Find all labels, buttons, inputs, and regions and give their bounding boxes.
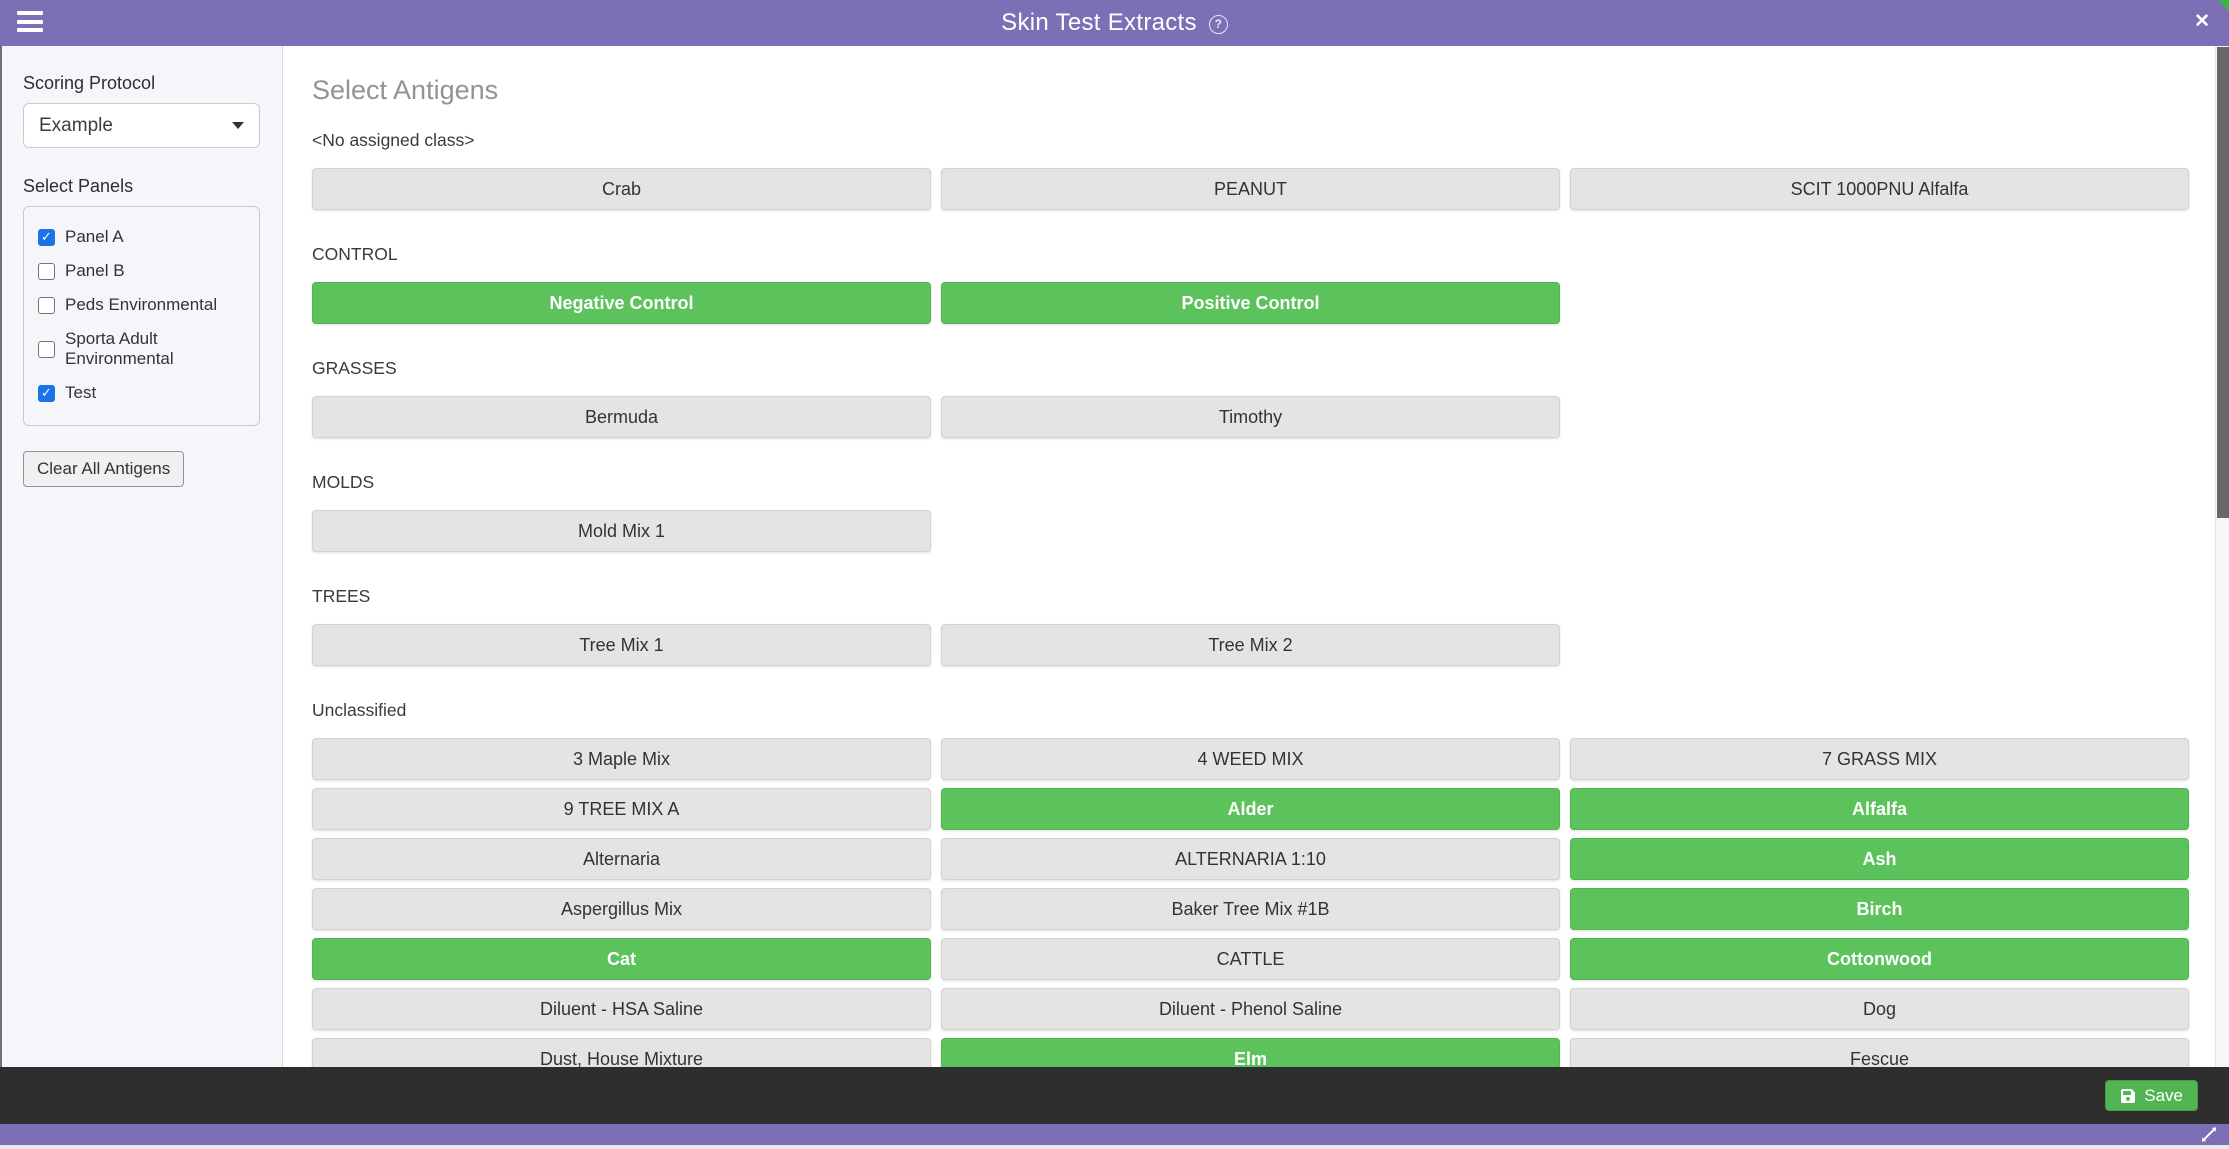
antigen-button[interactable]: Negative Control (312, 282, 931, 324)
title-wrap: Skin Test Extracts ? (0, 0, 2229, 46)
corner-flag-icon (2218, 0, 2229, 11)
panels-list: ✓ Panel A Panel B Peds Environmental Sporta … (23, 206, 260, 426)
antigen-button[interactable]: PEANUT (941, 168, 1560, 210)
antigen-button[interactable]: 4 WEED MIX (941, 738, 1560, 780)
save-button[interactable]: Save (2105, 1080, 2198, 1111)
antigen-button[interactable]: Alternaria (312, 838, 931, 880)
panel-checkbox-row[interactable]: Panel B (38, 261, 245, 281)
antigen-button[interactable]: Diluent - HSA Saline (312, 988, 931, 1030)
close-icon[interactable]: ✕ (2194, 11, 2210, 32)
footer-bar: Save (0, 1067, 2229, 1124)
antigen-section: CONTROL Negative Control Positive Control (312, 244, 2176, 324)
antigen-section: GRASSES Bermuda Timothy (312, 358, 2176, 438)
antigen-button[interactable]: Tree Mix 2 (941, 624, 1560, 666)
panel-checkbox-row[interactable]: Sporta Adult Environmental (38, 329, 245, 369)
antigen-button[interactable]: Diluent - Phenol Saline (941, 988, 1560, 1030)
panel-checkbox-row[interactable]: ✓ Panel A (38, 227, 245, 247)
antigen-button[interactable]: Alfalfa (1570, 788, 2189, 830)
scoring-protocol-select[interactable]: Example (23, 103, 260, 148)
antigen-section: MOLDS Mold Mix 1 (312, 472, 2176, 552)
panel-label: Sporta Adult Environmental (65, 329, 174, 368)
antigen-button[interactable]: 9 TREE MIX A (312, 788, 931, 830)
antigen-class-label: GRASSES (312, 358, 397, 378)
antigen-button[interactable]: Alder (941, 788, 1560, 830)
antigen-button[interactable]: Cottonwood (1570, 938, 2189, 980)
page-title: Skin Test Extracts (1001, 9, 1197, 36)
clear-all-antigens-button[interactable]: Clear All Antigens (23, 451, 185, 487)
save-button-label: Save (2144, 1085, 2183, 1105)
panel-label: Peds Environmental (65, 295, 218, 314)
select-antigens-title: Select Antigens (312, 75, 499, 105)
select-panels-label: Select Panels (23, 176, 134, 196)
help-icon[interactable]: ? (1208, 14, 1228, 34)
bottom-strip (0, 1145, 2229, 1149)
checkbox-unchecked-icon[interactable] (38, 262, 55, 280)
antigen-class-label: <No assigned class> (312, 130, 475, 150)
main-content: Select Antigens <No assigned class> Crab P… (284, 46, 2216, 1067)
antigen-button[interactable]: Bermuda (312, 396, 931, 438)
antigen-grid: Negative Control Positive Control (312, 282, 2189, 324)
antigen-button[interactable]: SCIT 1000PNU Alfalfa (1570, 168, 2189, 210)
panel-label: Test (65, 383, 97, 402)
antigen-section: <No assigned class> Crab PEANUT SCIT 1000PN… (312, 130, 2189, 210)
antigen-grid: 3 Maple Mix 4 WEED MIX 7 GRASS MIX 9 TREE M… (312, 738, 2189, 1067)
header-bar: Skin Test Extracts ? ✕ (0, 0, 2229, 46)
antigen-button[interactable]: Timothy (941, 396, 1560, 438)
antigen-button[interactable]: Baker Tree Mix #1B (941, 888, 1560, 930)
hamburger-menu-icon[interactable] (17, 11, 45, 35)
panel-checkbox-row[interactable]: Peds Environmental (38, 295, 245, 315)
antigen-class-label: MOLDS (312, 472, 375, 492)
antigen-button[interactable]: 3 Maple Mix (312, 738, 931, 780)
antigen-button[interactable]: Dog (1570, 988, 2189, 1030)
antigen-button[interactable]: Fescue (1570, 1038, 2189, 1067)
antigen-section: TREES Tree Mix 1 Tree Mix 2 (312, 586, 2176, 666)
antigen-sections: <No assigned class> Crab PEANUT SCIT 1000PN… (312, 130, 2189, 1067)
antigen-grid: Mold Mix 1 (312, 510, 2189, 552)
checkbox-unchecked-icon[interactable] (38, 296, 55, 314)
antigen-grid: Bermuda Timothy (312, 396, 2189, 438)
antigen-button[interactable]: Ash (1570, 838, 2189, 880)
antigen-button[interactable]: Aspergillus Mix (312, 888, 931, 930)
panel-checkbox-row[interactable]: ✓ Test (38, 383, 245, 403)
panel-label: Panel A (65, 227, 124, 246)
chevron-down-icon (232, 122, 244, 129)
antigen-grid: Tree Mix 1 Tree Mix 2 (312, 624, 2189, 666)
antigen-button[interactable]: Crab (312, 168, 931, 210)
scoring-protocol-label: Scoring Protocol (23, 73, 156, 93)
resize-handle-icon[interactable] (2199, 1125, 2219, 1144)
antigen-button[interactable]: Tree Mix 1 (312, 624, 931, 666)
window-edge-line (0, 46, 2, 1067)
antigen-button[interactable]: 7 GRASS MIX (1570, 738, 2189, 780)
antigen-button[interactable]: Cat (312, 938, 931, 980)
checkbox-unchecked-icon[interactable] (38, 340, 55, 358)
antigen-section: Unclassified 3 Maple Mix 4 WEED MIX 7 GRASS… (312, 700, 2189, 1067)
checkbox-checked-icon[interactable]: ✓ (38, 228, 55, 246)
antigen-button[interactable]: Elm (941, 1038, 1560, 1067)
panel-label: Panel B (65, 261, 125, 280)
antigen-button[interactable]: CATTLE (941, 938, 1560, 980)
antigen-class-label: Unclassified (312, 700, 407, 720)
antigen-button[interactable]: Birch (1570, 888, 2189, 930)
antigen-class-label: TREES (312, 586, 371, 606)
vertical-scrollbar-track[interactable] (2215, 46, 2229, 1067)
antigen-button[interactable]: Mold Mix 1 (312, 510, 931, 552)
antigen-button[interactable]: ALTERNARIA 1:10 (941, 838, 1560, 880)
vertical-scrollbar-thumb[interactable] (2217, 47, 2229, 518)
bottom-purple-strip (0, 1124, 2229, 1145)
antigen-grid: Crab PEANUT SCIT 1000PNU Alfalfa (312, 168, 2189, 210)
antigen-class-label: CONTROL (312, 244, 398, 264)
antigen-button[interactable]: Dust, House Mixture (312, 1038, 931, 1067)
sidebar: Scoring Protocol Example Select Panels ✓… (0, 46, 283, 1067)
scoring-protocol-value: Example (39, 114, 113, 136)
antigen-button[interactable]: Positive Control (941, 282, 1560, 324)
floppy-disk-icon (2121, 1088, 2136, 1103)
checkbox-checked-icon[interactable]: ✓ (38, 384, 55, 402)
